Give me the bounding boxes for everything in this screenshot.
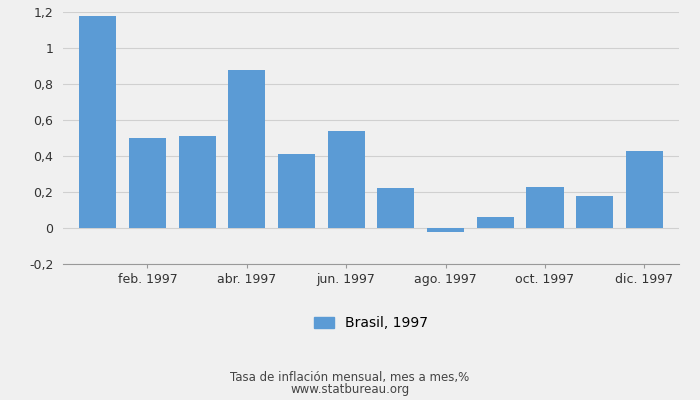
Bar bbox=[477, 217, 514, 228]
Bar bbox=[129, 138, 166, 228]
Text: Tasa de inflación mensual, mes a mes,%: Tasa de inflación mensual, mes a mes,% bbox=[230, 372, 470, 384]
Text: www.statbureau.org: www.statbureau.org bbox=[290, 384, 410, 396]
Bar bbox=[228, 70, 265, 228]
Bar bbox=[79, 16, 116, 228]
Bar bbox=[626, 150, 663, 228]
Bar bbox=[278, 154, 315, 228]
Bar bbox=[526, 186, 564, 228]
Bar bbox=[328, 131, 365, 228]
Bar bbox=[576, 196, 613, 228]
Legend: Brasil, 1997: Brasil, 1997 bbox=[314, 316, 428, 330]
Bar bbox=[178, 136, 216, 228]
Bar bbox=[377, 188, 414, 228]
Bar bbox=[427, 228, 464, 232]
